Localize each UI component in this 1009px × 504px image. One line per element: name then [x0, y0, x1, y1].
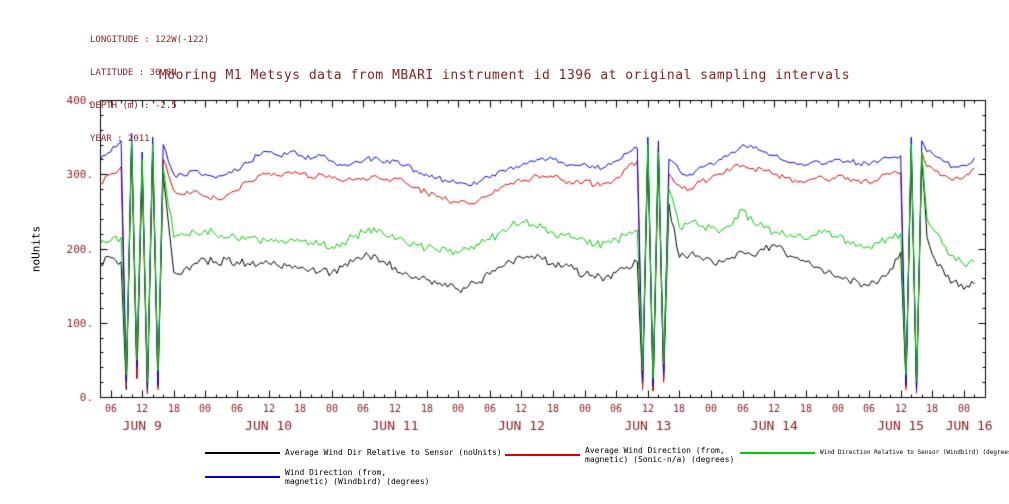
legend-line-swatch-blue [205, 476, 280, 478]
chart-title: Mooring M1 Metsys data from MBARI instru… [158, 68, 851, 83]
header-latitude: LATITUDE : 36.8N [90, 68, 177, 78]
header-depth: DEPTH (m) : -2.5 [90, 101, 177, 111]
legend-line-swatch-green [740, 451, 815, 454]
legend-line-swatch-black [205, 451, 280, 454]
legend-item-black-avg-wind-dir: Average Wind Dir Relative to Sensor (noU… [205, 448, 502, 457]
y-axis-label: noUnits [29, 225, 43, 273]
legend-item-green-wind-dir-rel-sensor-windbird: Wind Direction Relative to Sensor (Windb… [740, 449, 1009, 456]
header-info: LONGITUDE : 122W(-122) LATITUDE : 36.8N … [90, 13, 209, 167]
legend-label-line: Average Wind Dir Relative to Sensor (noU… [285, 448, 502, 457]
legend-label-line: magnetic) (Sonic-n/a) (degrees) [585, 455, 735, 464]
legend-label-line: magnetic) (Windbird) (degrees) [285, 477, 430, 486]
header-longitude: LONGITUDE : 122W(-122) [90, 35, 210, 45]
legend-item-blue-wind-direction-windbird: Wind Direction (from, magnetic) (Windbir… [205, 468, 430, 486]
legend-line-swatch-red [505, 454, 580, 456]
header-year: YEAR : 2011 [90, 134, 150, 144]
legend-label-line: Wind Direction Relative to Sensor (Windb… [820, 449, 1009, 456]
legend-label-line: Average Wind Direction (from, [585, 446, 725, 455]
legend-item-red-avg-wind-direction-sonic: Average Wind Direction (from, magnetic) … [505, 446, 734, 464]
legend-label-line: Wind Direction (from, [285, 468, 387, 477]
